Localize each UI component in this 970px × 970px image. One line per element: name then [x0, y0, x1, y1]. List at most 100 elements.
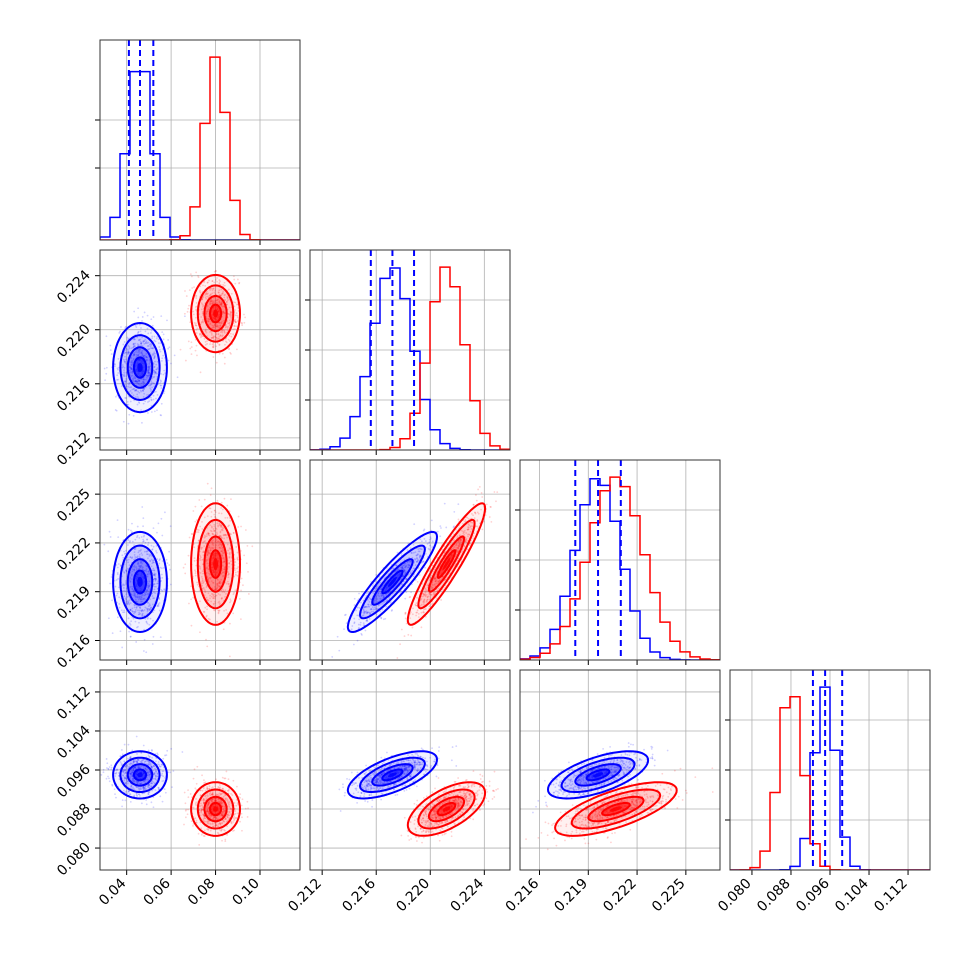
density-contour	[203, 294, 228, 333]
scatter-point	[401, 575, 404, 578]
density-fill	[442, 558, 451, 571]
scatter-point	[131, 346, 134, 349]
scatter-point	[133, 310, 136, 313]
scatter-point	[148, 603, 151, 606]
scatter-point	[125, 593, 128, 596]
scatter-point	[420, 598, 423, 600]
scatter-point	[137, 345, 140, 347]
scatter-point	[131, 371, 134, 373]
scatter-point	[124, 552, 127, 555]
scatter-point	[214, 302, 217, 305]
scatter-point	[225, 325, 228, 328]
scatter-point	[211, 526, 213, 529]
scatter-point	[141, 345, 144, 348]
scatter-point	[130, 368, 133, 370]
scatter-point	[379, 610, 381, 613]
scatter-point	[125, 598, 127, 601]
scatter-point	[439, 525, 442, 528]
scatter-point	[373, 606, 376, 609]
scatter-point	[161, 780, 164, 783]
scatter-point	[362, 611, 365, 614]
scatter-point	[209, 524, 212, 527]
scatter-point	[214, 323, 216, 325]
scatter-point	[210, 337, 213, 339]
scatter-point	[137, 330, 140, 333]
scatter-point	[211, 533, 214, 535]
scatter-point	[205, 586, 208, 589]
scatter-point	[207, 577, 210, 580]
scatter-point	[210, 592, 213, 595]
scatter-point	[163, 369, 166, 372]
scatter-point	[138, 606, 141, 609]
scatter-point	[133, 610, 136, 613]
scatter-point	[129, 770, 132, 772]
scatter-point	[213, 593, 216, 596]
scatter-point	[131, 578, 133, 580]
scatter-point	[160, 414, 163, 417]
scatter-point	[233, 320, 236, 323]
scatter-point	[415, 614, 418, 617]
scatter-point	[212, 324, 215, 327]
scatter-point	[232, 612, 235, 615]
scatter-point	[161, 560, 164, 562]
scatter-point	[124, 380, 127, 383]
scatter-point	[378, 604, 381, 606]
scatter-point	[142, 766, 145, 768]
scatter-point	[363, 612, 366, 615]
scatter-point	[428, 548, 431, 551]
scatter-point	[157, 580, 159, 583]
scatter-point	[115, 771, 118, 774]
scatter-point	[230, 498, 232, 501]
scatter-point	[197, 529, 200, 532]
scatter-point	[223, 560, 226, 563]
scatter-point	[202, 305, 204, 308]
scatter-point	[127, 349, 129, 351]
scatter-point	[148, 400, 151, 402]
scatter-point	[133, 766, 136, 769]
scatter-point	[224, 589, 227, 592]
scatter-point	[413, 523, 416, 526]
scatter-point	[132, 767, 135, 770]
scatter-point	[201, 520, 203, 523]
scatter-point	[419, 548, 422, 550]
scatter-point	[212, 597, 215, 600]
scatter-point	[152, 567, 155, 570]
scatter-point	[141, 594, 144, 597]
scatter-point	[134, 342, 137, 345]
scatter-point	[167, 359, 170, 362]
scatter-point	[205, 313, 208, 315]
scatter-point	[405, 571, 408, 574]
scatter-point	[147, 368, 150, 371]
scatter-point	[212, 597, 215, 599]
scatter-point	[438, 579, 441, 582]
scatter-point	[150, 318, 153, 321]
scatter-point	[128, 564, 131, 567]
scatter-point	[139, 600, 142, 603]
scatter-point	[451, 535, 453, 538]
scatter-point	[148, 372, 150, 375]
scatter-point	[155, 779, 158, 782]
scatter-point	[431, 548, 434, 551]
scatter-point	[220, 524, 223, 527]
scatter-point	[130, 620, 133, 623]
scatter-point	[150, 383, 153, 386]
scatter-point	[222, 527, 225, 530]
scatter-point	[211, 302, 214, 305]
scatter-point	[160, 774, 163, 777]
scatter-point	[132, 786, 134, 789]
scatter-point	[142, 525, 144, 528]
scatter-point	[382, 602, 384, 605]
scatter-point	[219, 302, 222, 305]
scatter-point	[218, 299, 221, 302]
scatter-point	[425, 599, 428, 602]
scatter-point	[227, 582, 230, 585]
scatter-point	[423, 587, 426, 590]
scatter-point	[452, 526, 455, 529]
scatter-point	[440, 527, 442, 529]
scatter-point	[204, 292, 207, 295]
scatter-point	[433, 584, 435, 586]
scatter-point	[204, 284, 207, 287]
scatter-point	[219, 280, 221, 283]
scatter-point	[149, 773, 152, 776]
scatter-point	[221, 550, 224, 553]
